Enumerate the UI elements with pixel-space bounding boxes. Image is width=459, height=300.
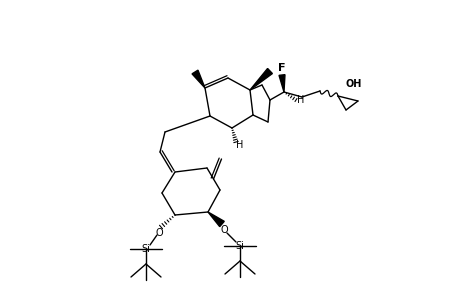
Text: Si: Si <box>141 244 150 254</box>
Text: H: H <box>297 95 304 105</box>
Text: O: O <box>155 228 162 238</box>
Polygon shape <box>249 68 272 90</box>
Text: O: O <box>220 225 227 235</box>
Text: Si: Si <box>235 241 244 251</box>
Text: H: H <box>236 140 243 150</box>
Text: F: F <box>278 63 285 73</box>
Polygon shape <box>191 70 205 88</box>
Polygon shape <box>279 75 285 92</box>
Text: OH: OH <box>345 79 362 89</box>
Polygon shape <box>207 212 224 227</box>
